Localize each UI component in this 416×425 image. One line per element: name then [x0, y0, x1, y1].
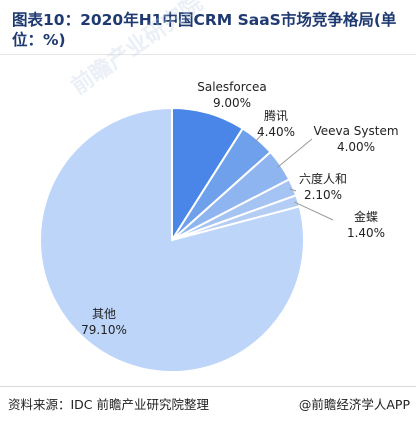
- slice-name-label-0: Salesforcea: [197, 80, 267, 94]
- footer-divider: [0, 386, 416, 387]
- slice-value-label-0: 9.00%: [213, 96, 251, 110]
- watermark-text: 前瞻产业研究院: [67, 0, 208, 100]
- chart-title: 图表10：2020年H1中国CRM SaaS市场竞争格局(单位：%): [12, 11, 397, 49]
- slice-name-label-4: 金蝶: [354, 209, 378, 224]
- slice-value-label-4: 1.40%: [347, 226, 385, 240]
- credit-note: @前瞻经济学人APP: [298, 397, 410, 412]
- slice-name-label-2: Veeva System: [313, 124, 398, 138]
- slice-name-label-3: 六度人和: [299, 171, 347, 186]
- slice-name-label-1: 腾讯: [264, 108, 288, 123]
- leader-line-4: [294, 201, 334, 221]
- slice-value-label-5: 79.10%: [81, 323, 127, 337]
- pie-chart: 前瞻产业研究院 前瞻产业研究院 Salesforcea9.00%腾讯4.40%V…: [39, 0, 399, 373]
- header-divider: [0, 54, 416, 55]
- leader-line-2: [277, 138, 313, 168]
- source-note: 资料来源：IDC 前瞻产业研究院整理: [8, 397, 210, 412]
- slice-value-label-1: 4.40%: [257, 125, 295, 139]
- slice-name-label-5: 其他: [92, 307, 116, 321]
- leader-line-1: [254, 133, 263, 143]
- leader-line-3: [289, 188, 297, 192]
- slice-value-label-3: 2.10%: [304, 188, 342, 202]
- slice-value-label-2: 4.00%: [337, 140, 375, 154]
- pie-slice-5: [39, 106, 305, 373]
